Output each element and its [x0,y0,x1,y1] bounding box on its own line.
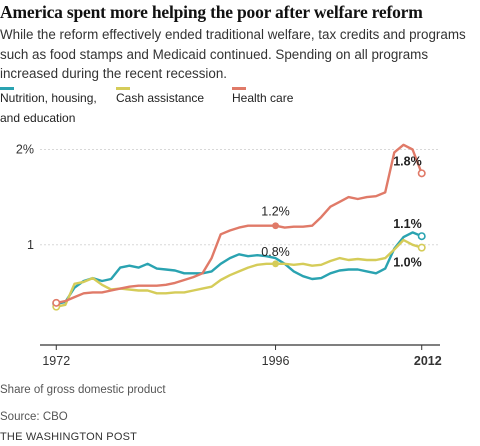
source-label: Source: CBO [0,411,68,423]
series-start-point-2 [52,298,61,307]
legend-swatch-cash [116,87,130,90]
series-line-1 [55,238,423,308]
series-end-point-2 [417,169,426,178]
legend-item-nutrition: Nutrition, housing, and education [0,87,115,128]
annotation-label-0: 1.2% [261,205,290,219]
brand-label: THE WASHINGTON POST [0,431,138,443]
chart-subtitle: While the reform effectively ended tradi… [0,27,466,81]
legend-item-health: Health care [232,87,342,108]
legend-label-cash: Cash assistance [116,91,205,105]
annotation-label-1: 0.8% [261,245,290,259]
legend-swatch-nutrition [0,87,14,90]
annotation-label-3: 1.1% [393,217,422,231]
y-tick-label-1: 2% [16,143,34,157]
legend-swatch-health [232,87,246,90]
annotation-label-2: 1.8% [393,154,422,168]
series-end-point-0 [417,232,426,241]
chart-note: Share of gross domestic product [0,384,166,396]
series-line-0 [55,231,423,305]
legend-label-health: Health care [232,91,294,105]
series-end-point-1 [417,243,426,252]
chart-title: America spent more helping the poor afte… [0,2,423,22]
series-1996-point-2 [272,222,279,230]
legend-label-nutrition: Nutrition, housing, and education [0,91,97,125]
x-tick-label-1972: 1972 [42,354,70,368]
series-line-2 [55,143,423,305]
legend-item-cash: Cash assistance [116,87,226,108]
x-tick-label-1996: 1996 [262,354,290,368]
annotation-label-4: 1.0% [393,256,422,270]
x-tick-label-2012: 2012 [414,354,442,368]
y-tick-label-0: 1 [27,238,34,252]
series-1996-point-1 [272,260,279,268]
line-chart: 1 2% 1972 1996 2012 1.2% 0.8% 1.8% 1.1% 1.0% [16,143,442,368]
